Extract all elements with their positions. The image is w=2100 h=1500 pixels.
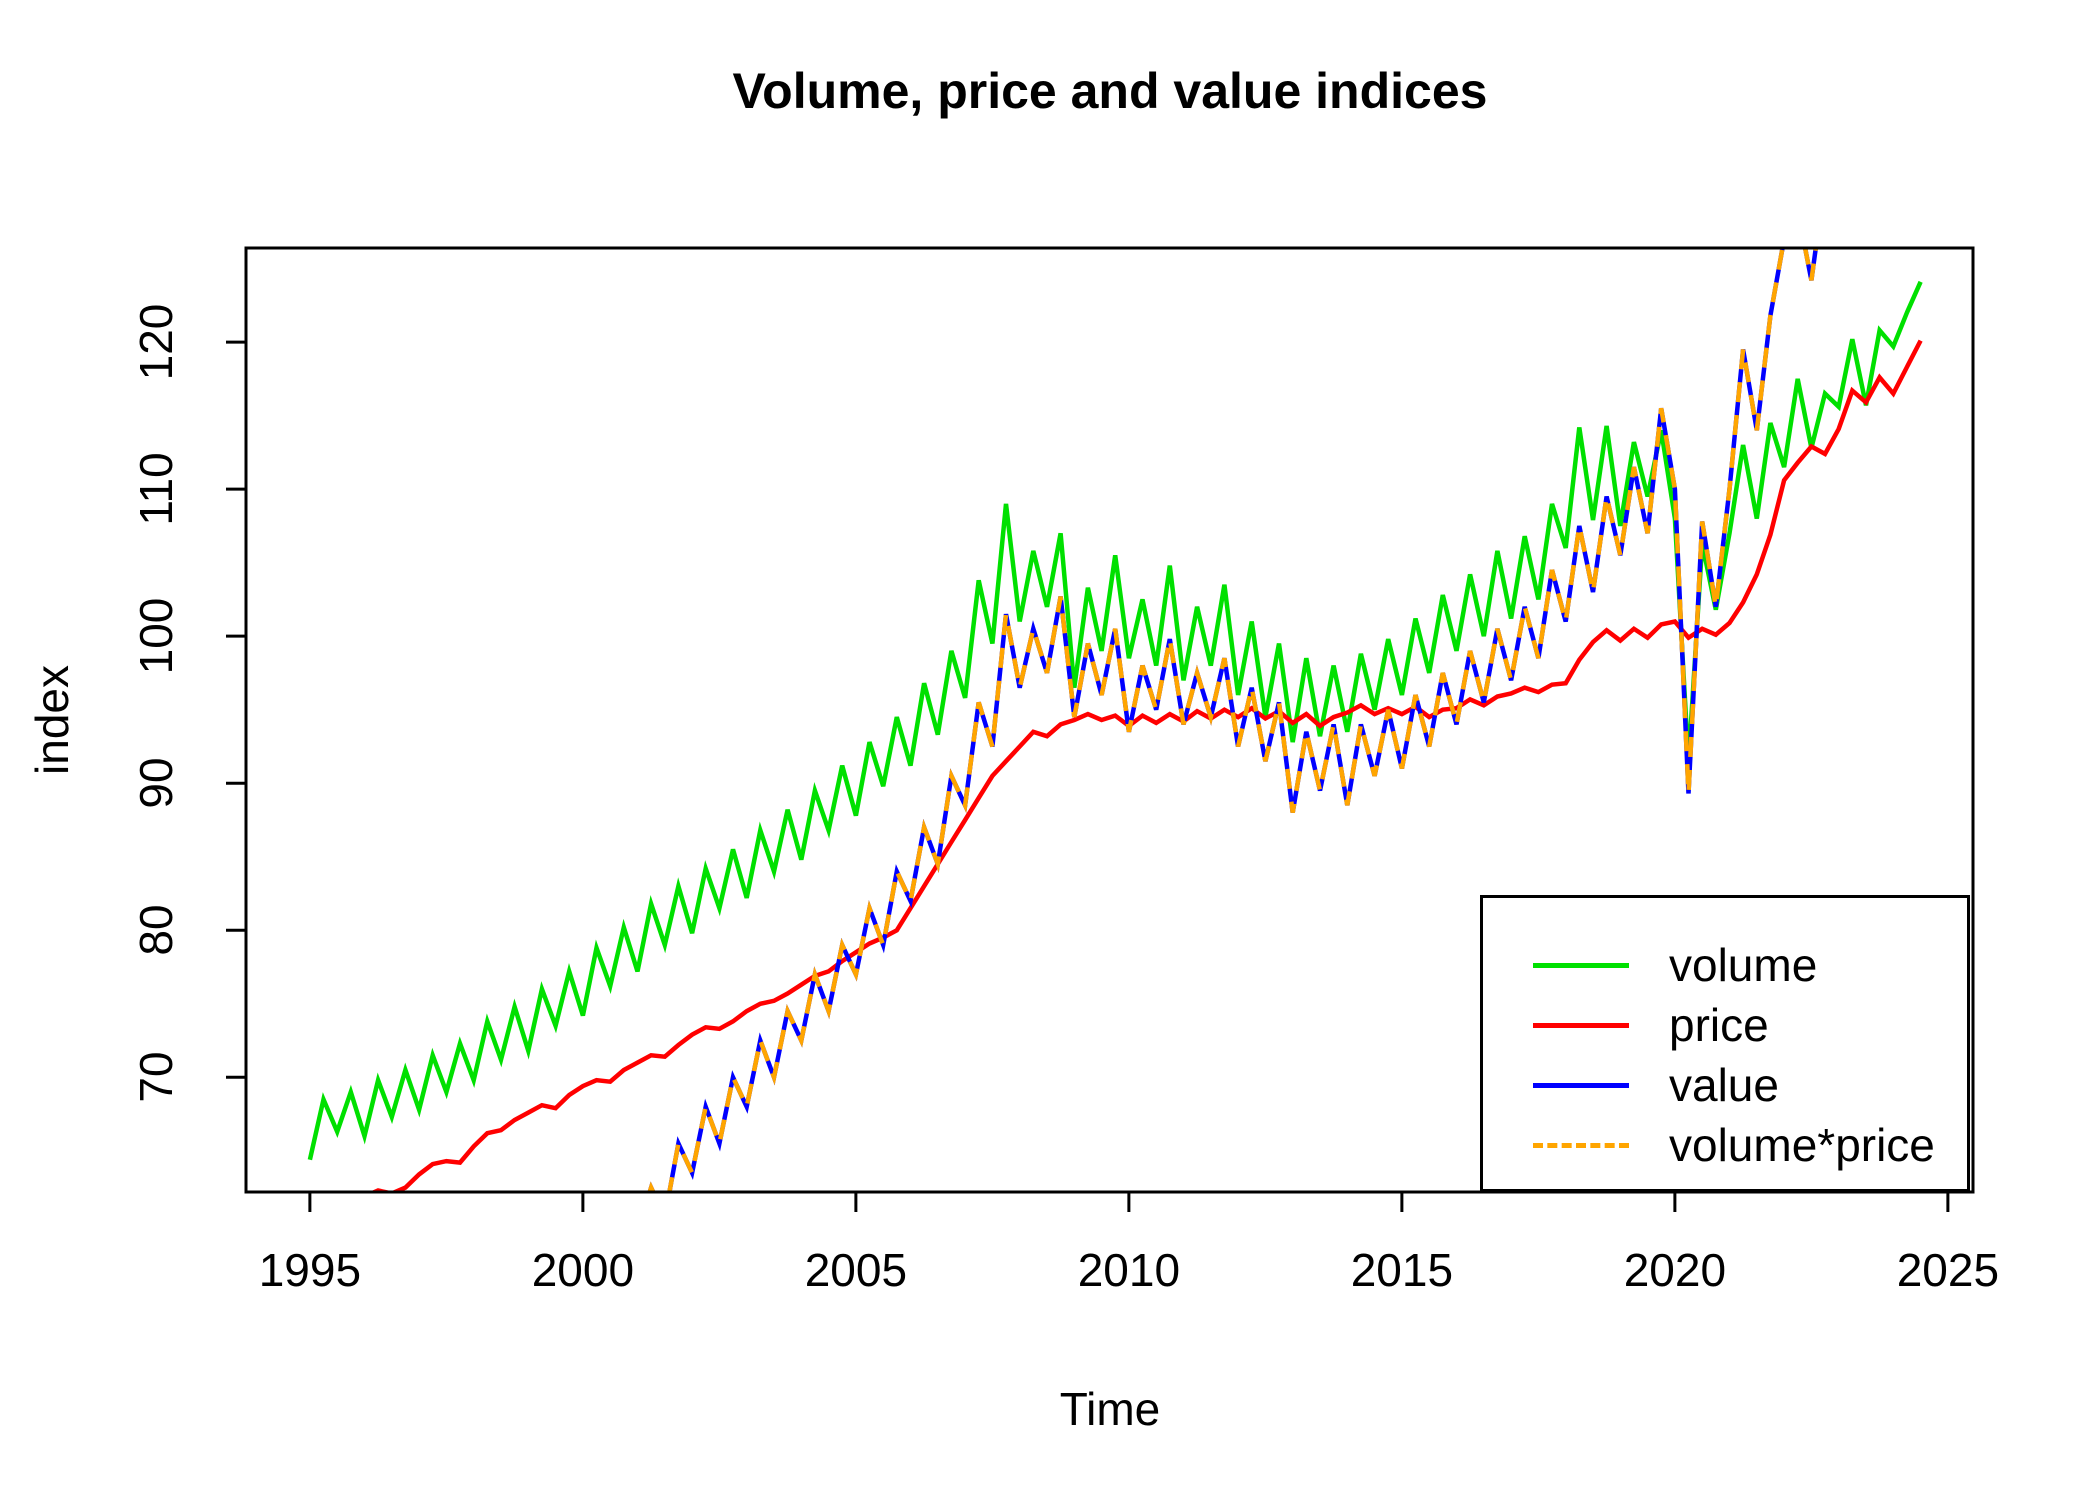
x-tick-label: 1995 bbox=[258, 1244, 362, 1296]
legend-box: volume price value volume*price bbox=[1480, 895, 1970, 1192]
x-tick-label: 2000 bbox=[531, 1244, 635, 1296]
x-tick-label: 2005 bbox=[804, 1244, 908, 1296]
x-tick-label: 2025 bbox=[1896, 1244, 2000, 1296]
plot-border bbox=[244, 246, 1975, 1194]
legend-line-sample bbox=[1533, 1022, 1629, 1028]
y-axis-title: index bbox=[26, 665, 78, 775]
y-tick-label: 100 bbox=[130, 597, 182, 675]
legend-line-sample bbox=[1533, 1142, 1629, 1148]
y-tick-label: 110 bbox=[130, 452, 182, 526]
y-tick-label: 120 bbox=[130, 303, 182, 381]
legend-line-sample bbox=[1533, 1082, 1629, 1088]
x-tick-label: 2015 bbox=[1350, 1244, 1454, 1296]
series-line-volumexprice bbox=[647, 248, 1819, 1192]
series-line-price bbox=[368, 339, 1923, 1192]
legend-line-sample bbox=[1533, 962, 1629, 968]
legend-item-price: price bbox=[1483, 995, 1967, 1055]
legend-item-volume: volume bbox=[1483, 935, 1967, 995]
legend-label: volume bbox=[1669, 939, 1818, 991]
y-tick-label: 80 bbox=[130, 904, 182, 956]
chart-title: Volume, price and value indices bbox=[732, 63, 1488, 119]
legend-label: volume*price bbox=[1669, 1119, 1935, 1171]
legend-label: value bbox=[1669, 1059, 1779, 1111]
legend-item-value: value bbox=[1483, 1055, 1967, 1115]
legend-item-volumexprice: volume*price bbox=[1483, 1115, 1967, 1175]
y-tick-label: 70 bbox=[130, 1051, 182, 1103]
x-tick-label: 2020 bbox=[1623, 1244, 1727, 1296]
y-tick-label: 90 bbox=[130, 757, 182, 809]
x-tick-label: 2010 bbox=[1077, 1244, 1181, 1296]
legend-label: price bbox=[1669, 999, 1769, 1051]
x-axis-title: Time bbox=[1059, 1383, 1161, 1435]
